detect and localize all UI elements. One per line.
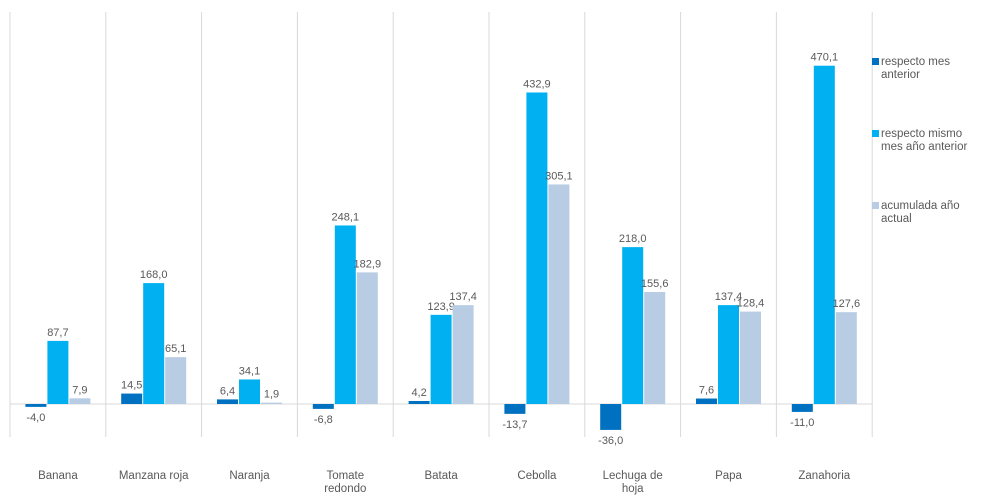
category-label-cebolla: Cebolla xyxy=(517,470,557,482)
category-label-manzana-roja: Manzana roja xyxy=(119,470,189,482)
bar-tomate-redondo-series-2 xyxy=(334,225,356,404)
bar-papa-series-3 xyxy=(740,311,761,404)
data-label-zanahoria-series-3: 127,6 xyxy=(833,298,861,310)
data-label-papa-series-1: 7,6 xyxy=(699,385,714,397)
bar-papa-series-1 xyxy=(696,398,717,404)
data-label-cebolla-series-2: 432,9 xyxy=(523,78,551,90)
bar-batata-series-1 xyxy=(408,400,430,404)
data-label-manzana-roja-series-1: 14,5 xyxy=(121,380,142,392)
data-label-tomate-redondo-series-3: 182,9 xyxy=(354,258,382,270)
data-label-cebolla-series-3: 305,1 xyxy=(545,170,573,182)
bar-cebolla-series-1 xyxy=(504,404,526,414)
bar-zanahoria-series-3 xyxy=(835,312,857,404)
data-label-lechuga-de-hoja-series-1: -36,0 xyxy=(598,435,623,447)
bar-lechuga-de-hoja-series-2 xyxy=(622,247,644,404)
data-label-banana-series-1: -4,0 xyxy=(26,412,45,424)
bar-naranja-series-3 xyxy=(261,402,282,404)
bar-zanahoria-series-1 xyxy=(791,404,813,412)
legend-swatch-1 xyxy=(872,58,879,65)
legend-label-1: respecto mes anterior xyxy=(881,56,950,81)
bar-lechuga-de-hoja-series-3 xyxy=(644,292,666,404)
data-label-naranja-series-3: 1,9 xyxy=(264,389,279,401)
data-label-naranja-series-2: 34,1 xyxy=(239,365,260,377)
category-label-tomate-redondo: Tomate redondo xyxy=(324,470,366,495)
category-label-banana: Banana xyxy=(38,470,78,482)
bar-batata-series-2 xyxy=(430,314,452,404)
data-label-cebolla-series-1: -13,7 xyxy=(502,419,527,431)
bar-tomate-redondo-series-1 xyxy=(312,404,334,409)
data-label-manzana-roja-series-2: 168,0 xyxy=(140,269,168,281)
bar-cebolla-series-3 xyxy=(548,184,570,404)
bar-manzana-roja-series-1 xyxy=(121,393,143,404)
data-label-naranja-series-1: 6,4 xyxy=(220,385,235,397)
data-label-manzana-roja-series-3: 65,1 xyxy=(165,343,186,355)
bar-manzana-roja-series-3 xyxy=(165,357,187,404)
data-label-papa-series-2: 137,4 xyxy=(715,291,743,303)
data-label-papa-series-3: 128,4 xyxy=(737,298,765,310)
category-label-papa: Papa xyxy=(715,470,742,482)
bar-batata-series-3 xyxy=(452,305,474,404)
data-label-tomate-redondo-series-1: -6,8 xyxy=(314,414,333,426)
data-label-batata-series-1: 4,2 xyxy=(411,387,426,399)
bar-papa-series-2 xyxy=(718,305,739,404)
bar-banana-series-1 xyxy=(25,404,47,407)
legend-swatch-3 xyxy=(872,202,879,209)
category-label-lechuga-de-hoja: Lechuga de hoja xyxy=(603,470,663,495)
data-label-banana-series-2: 87,7 xyxy=(47,327,68,339)
legend-label-2: respecto mismo mes año anterior xyxy=(881,128,967,153)
bar-banana-series-3 xyxy=(69,398,91,404)
bar-manzana-roja-series-2 xyxy=(143,283,165,404)
data-label-banana-series-3: 7,9 xyxy=(72,384,87,396)
data-label-zanahoria-series-1: -11,0 xyxy=(790,417,814,429)
bar-banana-series-2 xyxy=(47,340,69,404)
category-label-zanahoria: Zanahoria xyxy=(798,470,850,482)
bar-naranja-series-2 xyxy=(239,379,260,404)
data-label-batata-series-3: 137,4 xyxy=(449,291,477,303)
bar-lechuga-de-hoja-series-1 xyxy=(600,404,622,430)
bar-tomate-redondo-series-3 xyxy=(356,272,378,404)
bar-naranja-series-1 xyxy=(217,399,238,404)
bar-zanahoria-series-2 xyxy=(813,65,835,405)
data-label-tomate-redondo-series-2: 248,1 xyxy=(332,211,360,223)
legend-label-3: acumulada año actual xyxy=(881,200,960,225)
legend-swatch-2 xyxy=(872,130,879,137)
data-label-lechuga-de-hoja-series-2: 218,0 xyxy=(619,233,647,245)
data-label-batata-series-2: 123,9 xyxy=(427,301,455,313)
data-label-zanahoria-series-2: 470,1 xyxy=(811,52,839,64)
category-label-batata: Batata xyxy=(424,470,458,482)
data-label-lechuga-de-hoja-series-3: 155,6 xyxy=(641,278,669,290)
category-label-naranja: Naranja xyxy=(229,470,270,482)
bar-cebolla-series-2 xyxy=(526,92,548,404)
